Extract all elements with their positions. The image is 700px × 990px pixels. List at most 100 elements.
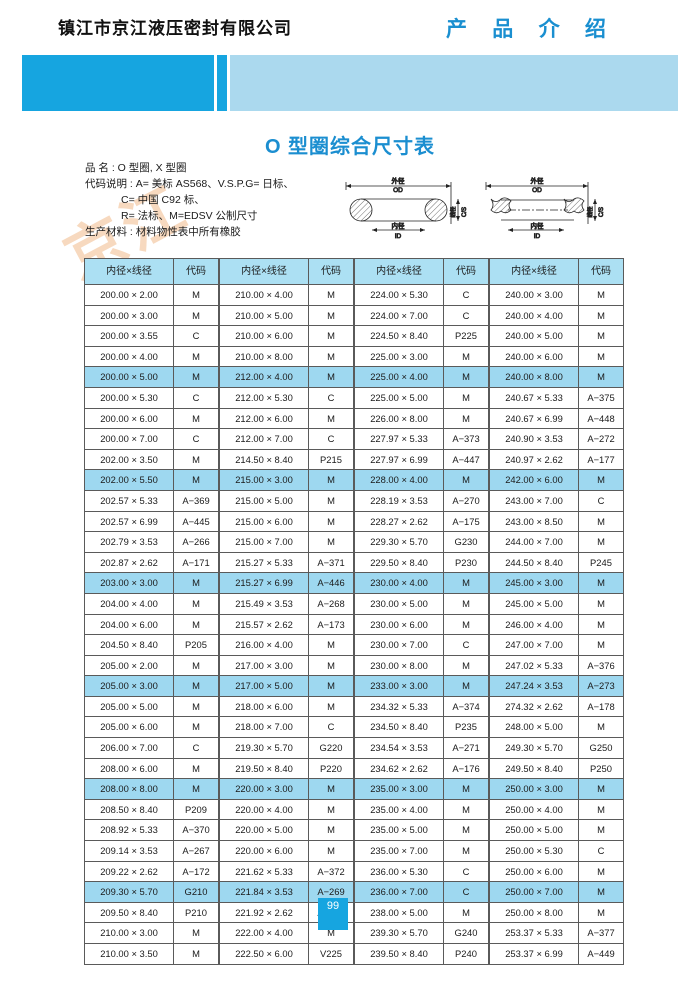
- table-row: 212.00 × 4.00 M: [219, 366, 354, 388]
- cell-size: 210.00 × 5.00: [219, 304, 309, 327]
- table-header-row: 内径×线径 代码: [354, 258, 489, 285]
- cell-size: 225.00 × 3.00: [354, 345, 444, 368]
- cell-size: 219.50 × 8.40: [219, 757, 309, 780]
- cell-code: G230: [443, 531, 489, 553]
- page-number: 99: [318, 898, 348, 930]
- cell-code: M: [578, 798, 624, 821]
- table-row: 200.00 × 2.00 M: [84, 284, 219, 306]
- cell-code: M: [173, 407, 219, 430]
- cell-size: 224.00 × 7.00: [354, 304, 444, 327]
- cell-code: C: [173, 386, 219, 409]
- cell-size: 228.27 × 2.62: [354, 510, 444, 533]
- cell-size: 210.00 × 6.00: [219, 325, 309, 347]
- cell-size: 253.37 × 6.99: [489, 943, 579, 965]
- cell-code: M: [173, 345, 219, 368]
- table-row: 240.00 × 3.00 M: [489, 284, 624, 306]
- cell-size: 200.00 × 6.00: [84, 407, 174, 430]
- cell-size: 242.00 × 6.00: [489, 469, 579, 491]
- cell-code: M: [443, 469, 489, 491]
- cell-code: P225: [443, 325, 489, 347]
- cell-size: 215.57 × 2.62: [219, 613, 309, 636]
- specification-block: 品 名 : O 型圈, X 型圈 代码说明 : A= 美标 AS568、V.S.…: [85, 160, 385, 240]
- table-row: 202.87 × 2.62 A−171: [84, 551, 219, 574]
- cell-code: M: [443, 345, 489, 368]
- table-row: 215.57 × 2.62 A−173: [219, 613, 354, 636]
- cell-code: A−173: [308, 613, 354, 636]
- table-row: 217.00 × 3.00 M: [219, 654, 354, 677]
- product-intro-title: 产 品 介 绍: [446, 16, 615, 41]
- cell-code: M: [173, 716, 219, 739]
- cell-code: G220: [308, 737, 354, 759]
- cell-code: A−271: [443, 737, 489, 759]
- banner-right-block: [230, 55, 678, 111]
- table-row: 229.50 × 8.40 P230: [354, 551, 489, 574]
- cell-size: 240.00 × 5.00: [489, 325, 579, 347]
- cell-code: M: [443, 798, 489, 821]
- cell-code: A−171: [173, 551, 219, 574]
- cell-code: M: [308, 284, 354, 306]
- cell-size: 240.00 × 6.00: [489, 345, 579, 368]
- cell-code: A−172: [173, 860, 219, 883]
- cell-size: 202.57 × 5.33: [84, 489, 174, 512]
- cell-size: 220.00 × 6.00: [219, 840, 309, 862]
- cell-code: M: [578, 901, 624, 924]
- cell-size: 218.00 × 6.00: [219, 695, 309, 718]
- table-row: 204.00 × 6.00 M: [84, 613, 219, 636]
- table-row: 238.00 × 5.00 M: [354, 901, 489, 924]
- cell-code: P205: [173, 634, 219, 656]
- cell-code: M: [578, 881, 624, 903]
- table-row: 220.00 × 6.00 M: [219, 840, 354, 862]
- cell-code: A−449: [578, 943, 624, 965]
- cell-size: 215.00 × 7.00: [219, 531, 309, 553]
- cell-code: A−178: [578, 695, 624, 718]
- cell-code: M: [578, 510, 624, 533]
- table-row: 202.57 × 6.99 A−445: [84, 510, 219, 533]
- cell-code: A−445: [173, 510, 219, 533]
- table-row: 224.00 × 7.00 C: [354, 304, 489, 327]
- table-row: 220.00 × 3.00 M: [219, 778, 354, 800]
- table-row: 210.00 × 3.00 M: [84, 922, 219, 944]
- cell-size: 205.00 × 6.00: [84, 716, 174, 739]
- table-row: 250.00 × 4.00 M: [489, 798, 624, 821]
- table-row: 228.00 × 4.00 M: [354, 469, 489, 491]
- cell-size: 248.00 × 5.00: [489, 716, 579, 739]
- cell-size: 245.00 × 3.00: [489, 572, 579, 594]
- table-row: 200.00 × 6.00 M: [84, 407, 219, 430]
- table-row: 219.50 × 8.40 P220: [219, 757, 354, 780]
- svg-text:线径: 线径: [449, 206, 457, 218]
- table-row: 209.30 × 5.70 G210: [84, 881, 219, 903]
- table-row: 250.00 × 7.00 M: [489, 881, 624, 903]
- cell-code: A−272: [578, 428, 624, 450]
- cell-size: 234.32 × 5.33: [354, 695, 444, 718]
- cell-code: M: [578, 572, 624, 594]
- cell-size: 200.00 × 7.00: [84, 428, 174, 450]
- cell-size: 234.54 × 3.53: [354, 737, 444, 759]
- cell-code: M: [173, 469, 219, 491]
- table-row: 248.00 × 5.00 M: [489, 716, 624, 739]
- cell-size: 210.00 × 8.00: [219, 345, 309, 368]
- cell-code: M: [173, 757, 219, 780]
- cell-size: 250.00 × 6.00: [489, 860, 579, 883]
- cell-size: 209.30 × 5.70: [84, 881, 174, 903]
- table-row: 247.24 × 3.53 A−273: [489, 675, 624, 697]
- cell-code: M: [578, 592, 624, 615]
- table-row: 239.50 × 8.40 P240: [354, 943, 489, 965]
- cell-code: A−448: [578, 407, 624, 430]
- cell-code: M: [308, 695, 354, 718]
- cell-code: A−175: [443, 510, 489, 533]
- cell-size: 202.57 × 6.99: [84, 510, 174, 533]
- svg-text:OD: OD: [393, 187, 403, 194]
- cell-size: 253.37 × 5.33: [489, 922, 579, 944]
- cell-size: 226.00 × 8.00: [354, 407, 444, 430]
- cell-size: 210.00 × 4.00: [219, 284, 309, 306]
- cell-size: 200.00 × 3.55: [84, 325, 174, 347]
- table-row: 202.00 × 5.50 M: [84, 469, 219, 491]
- cell-code: A−370: [173, 819, 219, 842]
- cell-size: 221.62 × 5.33: [219, 860, 309, 883]
- cell-size: 208.00 × 8.00: [84, 778, 174, 800]
- cell-size: 227.97 × 6.99: [354, 448, 444, 471]
- table-row: 218.00 × 6.00 M: [219, 695, 354, 718]
- cell-size: 200.00 × 2.00: [84, 284, 174, 306]
- cell-code: M: [308, 489, 354, 512]
- cell-size: 244.50 × 8.40: [489, 551, 579, 574]
